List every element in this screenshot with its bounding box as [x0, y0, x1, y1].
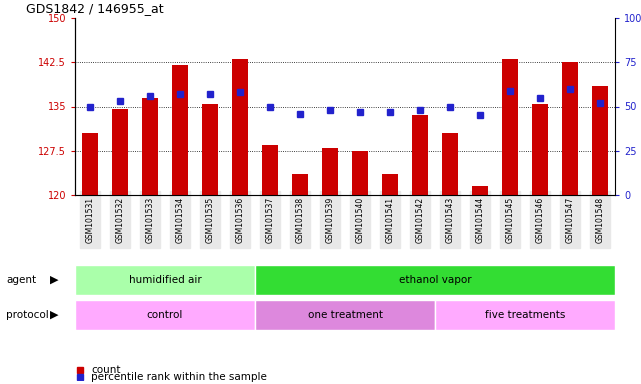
- Bar: [75, 300, 255, 330]
- Bar: [592, 86, 608, 195]
- Bar: [255, 265, 615, 295]
- Bar: [75, 265, 255, 295]
- Bar: [502, 59, 519, 195]
- Bar: [292, 174, 308, 195]
- Bar: [112, 109, 128, 195]
- Bar: [442, 133, 458, 195]
- Text: ethanol vapor: ethanol vapor: [399, 275, 471, 285]
- Text: ▶: ▶: [50, 275, 59, 285]
- Text: five treatments: five treatments: [485, 310, 565, 320]
- Text: GDS1842 / 146955_at: GDS1842 / 146955_at: [26, 2, 164, 15]
- Text: ▶: ▶: [50, 310, 59, 320]
- Bar: [472, 186, 488, 195]
- Text: control: control: [147, 310, 183, 320]
- Bar: [262, 145, 278, 195]
- Text: percentile rank within the sample: percentile rank within the sample: [91, 372, 267, 382]
- Bar: [322, 148, 338, 195]
- Bar: [435, 300, 615, 330]
- Bar: [142, 98, 158, 195]
- Bar: [382, 174, 398, 195]
- Bar: [82, 133, 98, 195]
- Bar: [532, 104, 548, 195]
- Bar: [562, 62, 578, 195]
- Bar: [172, 65, 188, 195]
- Bar: [232, 59, 248, 195]
- Bar: [255, 300, 435, 330]
- Text: humidified air: humidified air: [129, 275, 201, 285]
- Text: protocol: protocol: [6, 310, 49, 320]
- Bar: [202, 104, 218, 195]
- Bar: [412, 115, 428, 195]
- Bar: [352, 151, 368, 195]
- Text: agent: agent: [6, 275, 37, 285]
- Text: one treatment: one treatment: [308, 310, 383, 320]
- Text: count: count: [91, 365, 121, 375]
